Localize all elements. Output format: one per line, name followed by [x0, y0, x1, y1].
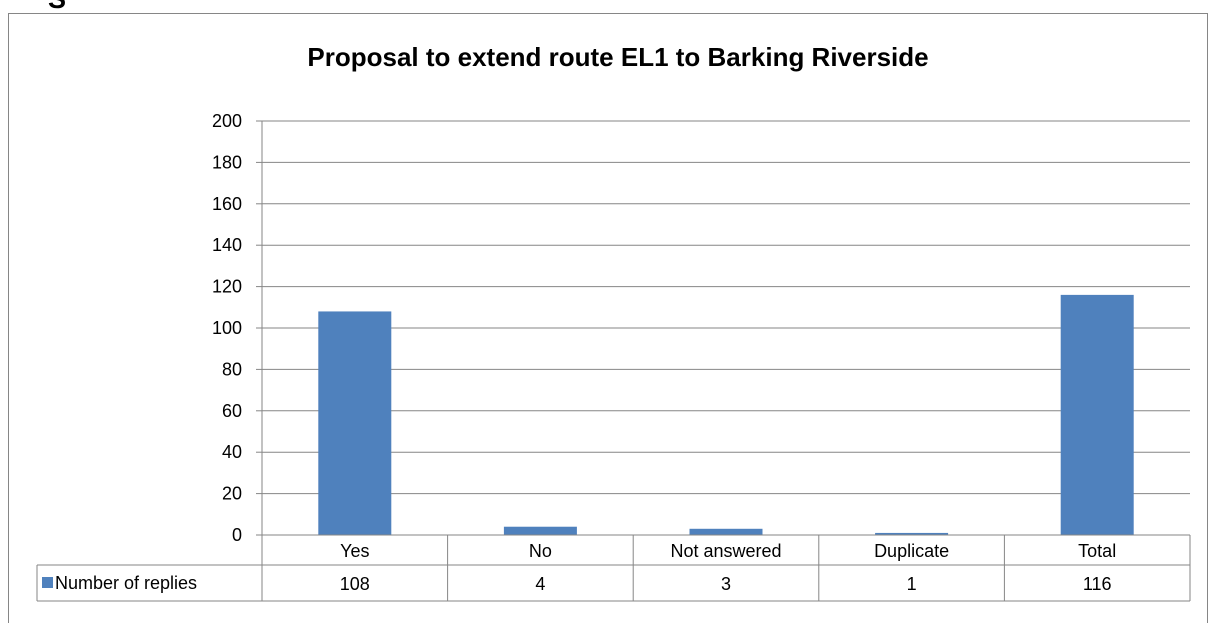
data-table: Yes No Not answered Duplicate Total Number of…	[36, 534, 1191, 602]
y-tick-label: 80	[222, 359, 242, 379]
y-tick-label: 160	[212, 194, 242, 214]
y-tick-label: 0	[232, 525, 242, 545]
y-tick-label: 140	[212, 235, 242, 255]
y-tick-label: 20	[222, 484, 242, 504]
y-tick-label: 40	[222, 442, 242, 462]
x-tick-label: Not answered	[670, 541, 781, 561]
x-tick-label: No	[529, 541, 552, 561]
data-table-value: 108	[340, 574, 370, 594]
x-tick-label: Total	[1078, 541, 1116, 561]
bar-yes	[318, 311, 392, 535]
x-tick-label: Yes	[340, 541, 369, 561]
data-table-value: 4	[535, 574, 545, 594]
heading-fragment-1: S	[48, 0, 66, 15]
data-table-value: 1	[907, 574, 917, 594]
y-tick-label: 100	[212, 318, 242, 338]
data-table-value: 116	[1083, 574, 1112, 594]
data-table-value: 3	[721, 574, 731, 594]
gridlines	[262, 120, 1190, 536]
bars	[318, 294, 1134, 535]
chart-frame: Proposal to extend route EL1 to Barking …	[8, 13, 1208, 623]
x-tick-label: Duplicate	[874, 541, 949, 561]
bar-no	[503, 526, 577, 535]
legend-swatch	[42, 577, 53, 588]
y-tick-label: 200	[212, 111, 242, 131]
y-tick-label: 120	[212, 277, 242, 297]
bar-not-answered	[689, 528, 763, 535]
y-axis: 0 20 40 60 80 100 120 140 160 180 200	[212, 111, 263, 545]
legend-label: Number of replies	[55, 573, 197, 593]
chart-title: Proposal to extend route EL1 to Barking …	[307, 42, 928, 72]
bar-duplicate	[875, 532, 949, 535]
y-tick-label: 180	[212, 152, 242, 172]
bar-total	[1060, 294, 1134, 535]
y-tick-label: 60	[222, 401, 242, 421]
bar-chart: Proposal to extend route EL1 to Barking …	[36, 42, 1191, 602]
